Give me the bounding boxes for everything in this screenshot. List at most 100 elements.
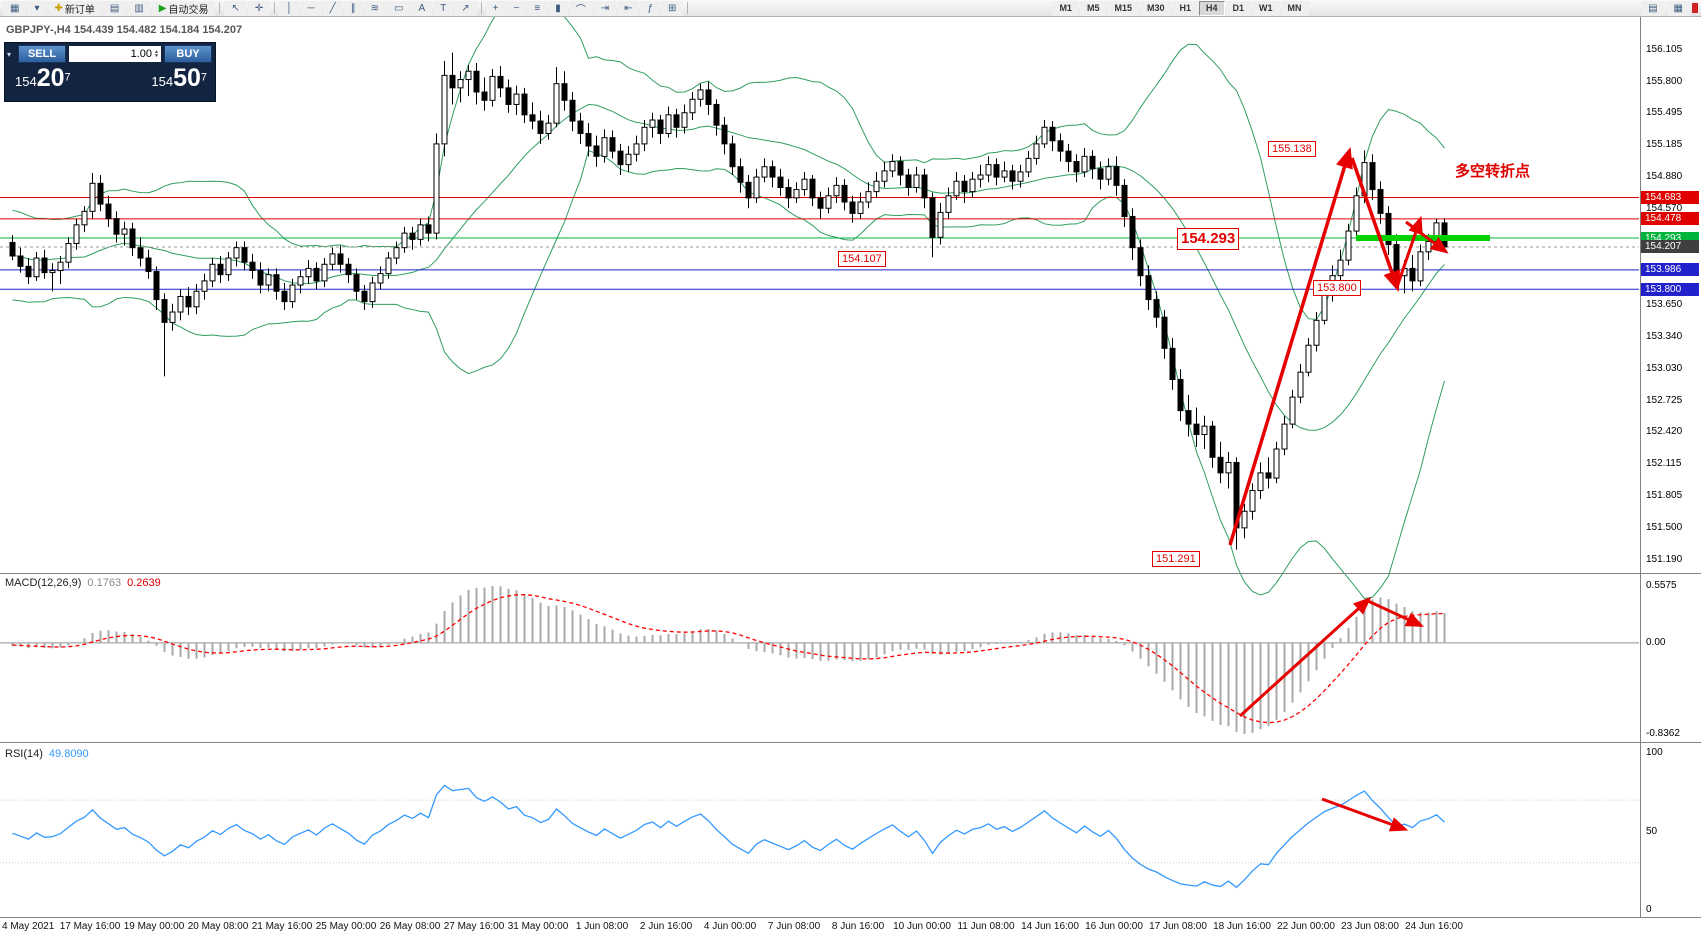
- price-axis-label: 152.115: [1646, 458, 1682, 470]
- timeframe-m15[interactable]: M15: [1107, 0, 1139, 16]
- timeframe-mn[interactable]: MN: [1280, 0, 1309, 16]
- rsi-axis-max: 100: [1646, 747, 1663, 758]
- rsi-value: 49.8090: [48, 748, 89, 760]
- timeframe-group: M1 M5 M15 M30 H1 H4 D1 W1 MN: [1052, 0, 1309, 16]
- price-axis-label: 156.105: [1646, 43, 1683, 55]
- time-axis-label: 23 Jun 08:00: [1341, 921, 1399, 932]
- rsi-indicator-label: RSI(14) 49.8090: [5, 748, 89, 760]
- price-annotation[interactable]: 154.107: [838, 251, 886, 268]
- time-axis-label: 17 Jun 08:00: [1149, 921, 1207, 932]
- axis-price-box: 154.683: [1641, 191, 1699, 205]
- time-axis-label: 17 May 16:00: [59, 921, 121, 932]
- templates-icon[interactable]: ⊞: [661, 0, 684, 16]
- toolbar-right-group: ▤ ▦: [1641, 0, 1698, 16]
- timeframe-w1[interactable]: W1: [1252, 0, 1280, 16]
- window-tile-icon[interactable]: ▦: [1666, 0, 1690, 16]
- chart-shift-icon[interactable]: ⇤: [617, 0, 640, 16]
- price-annotation[interactable]: 151.291: [1152, 551, 1200, 568]
- volume-spinner-icon[interactable]: ▲ ▼: [154, 49, 159, 59]
- cursor-icon[interactable]: ↖: [224, 0, 247, 16]
- macd-indicator-label: MACD(12,26,9) 0.1763 0.2639: [5, 577, 161, 589]
- toolbar: ▦ ▾ ✚ 新订单 ▤ ▥ ▶ 自动交易 ↖ ✛ │ ─ ╱ ∥ ≋ ▭ A T ↗ + − ≡ ▮ ⌒ ⇥ ⇤ ƒ ⊞ M1 M5 M15…: [0, 0, 1701, 17]
- toolbar-separator: [219, 2, 221, 14]
- time-axis-label: 4 Jun 00:00: [703, 921, 757, 932]
- buy-button[interactable]: BUY: [164, 45, 212, 63]
- timeframe-h4[interactable]: H4: [1199, 0, 1225, 16]
- price-annotation[interactable]: 153.800: [1313, 280, 1361, 297]
- arrows-icon[interactable]: ↗: [454, 0, 477, 16]
- vertical-line-icon[interactable]: │: [279, 0, 300, 16]
- time-axis-label: 11 Jun 08:00: [957, 921, 1015, 932]
- chart-window-icon[interactable]: ▦: [3, 0, 27, 16]
- text-icon[interactable]: A: [411, 0, 433, 16]
- market-watch-icon[interactable]: ▥: [127, 0, 151, 16]
- macd-name: MACD(12,26,9): [5, 577, 82, 589]
- channel-icon[interactable]: ∥: [343, 0, 363, 16]
- price-axis-label: 155.185: [1646, 139, 1683, 151]
- one-click-trading-panel: ▾ SELL 1.00 ▲ ▼ BUY 154207 154507: [4, 42, 216, 102]
- macd-axis-zero: 0.00: [1646, 636, 1666, 648]
- timeframe-d1[interactable]: D1: [1225, 0, 1252, 16]
- time-axis-label: 20 May 08:00: [187, 921, 249, 932]
- auto-scroll-icon[interactable]: ⇥: [593, 0, 617, 16]
- new-order-button[interactable]: ✚ 新订单: [47, 0, 102, 16]
- volume-value: 1.00: [130, 48, 153, 60]
- zoom-out-icon[interactable]: −: [506, 0, 527, 16]
- rsi-name: RSI(14): [5, 748, 43, 760]
- price-axis-label: 151.805: [1646, 490, 1683, 502]
- chinese-note-label[interactable]: 多空转折点: [1455, 163, 1531, 180]
- chart-dropdown-icon[interactable]: ▾: [27, 0, 47, 16]
- macd-axis-max: 0.5575: [1646, 580, 1677, 591]
- price-annotation[interactable]: 155.138: [1268, 141, 1316, 158]
- timeframe-m30[interactable]: M30: [1139, 0, 1172, 16]
- time-axis-label: 27 May 16:00: [443, 921, 505, 932]
- crosshair-icon[interactable]: ✛: [247, 0, 271, 16]
- chart-symbol-title: GBPJPY-,H4 154.439 154.482 154.184 154.2…: [6, 24, 243, 36]
- time-axis-label: 21 May 16:00: [251, 921, 313, 932]
- price-axis-label: 152.420: [1646, 426, 1683, 438]
- timeframe-m5[interactable]: M5: [1079, 0, 1107, 16]
- candle-chart-icon[interactable]: ▮: [548, 0, 568, 16]
- trendline-icon[interactable]: ╱: [322, 0, 343, 16]
- price-axis-label: 154.880: [1646, 171, 1683, 183]
- volume-field[interactable]: 1.00 ▲ ▼: [69, 46, 161, 62]
- timeframe-m1[interactable]: M1: [1052, 0, 1079, 16]
- horizontal-line-icon[interactable]: ─: [300, 0, 322, 16]
- time-axis-label: 24 Jun 16:00: [1405, 921, 1463, 932]
- fibonacci-icon[interactable]: ≋: [363, 0, 387, 16]
- time-axis-label: 18 Jun 16:00: [1213, 921, 1271, 932]
- profiles-icon[interactable]: ▤: [102, 0, 127, 16]
- price-axis-label: 153.340: [1646, 330, 1683, 342]
- indicators-icon[interactable]: ƒ: [640, 0, 661, 16]
- price-axis-label: 155.800: [1646, 75, 1683, 87]
- price-annotation[interactable]: 154.293: [1177, 228, 1240, 250]
- rsi-axis-mid: 50: [1646, 825, 1658, 837]
- label-icon[interactable]: T: [433, 0, 454, 16]
- trade-panel-collapse-icon[interactable]: ▾: [7, 49, 12, 59]
- time-axis-label: 31 May 00:00: [507, 921, 569, 932]
- zoom-in-icon[interactable]: +: [485, 0, 506, 16]
- time-axis-label: 1 Jun 08:00: [575, 921, 629, 932]
- shapes-icon[interactable]: ▭: [387, 0, 411, 16]
- axis-price-box: 153.986: [1641, 263, 1699, 277]
- time-axis-label: 19 May 00:00: [123, 921, 185, 932]
- macd-value-1: 0.1763: [87, 577, 122, 589]
- timeframe-h1[interactable]: H1: [1172, 0, 1199, 16]
- time-axis-label: 2 Jun 16:00: [639, 921, 693, 932]
- axis-price-box: 154.478: [1641, 212, 1699, 226]
- bar-chart-icon[interactable]: ≡: [527, 0, 548, 16]
- price-axis-label: 153.650: [1646, 298, 1683, 310]
- window-cascade-icon[interactable]: ▤: [1641, 0, 1665, 16]
- price-axis-label: 151.190: [1646, 554, 1683, 566]
- price-axis-label: 155.495: [1646, 107, 1683, 119]
- buy-price[interactable]: 154507: [151, 64, 207, 92]
- price-axis-label: 153.030: [1646, 363, 1683, 375]
- sell-price[interactable]: 154207: [15, 64, 71, 92]
- time-axis-label: 22 Jun 00:00: [1277, 921, 1335, 932]
- line-chart-icon[interactable]: ⌒: [568, 0, 593, 16]
- sell-button[interactable]: SELL: [18, 45, 66, 63]
- toolbar-separator: [274, 2, 276, 14]
- autotrade-button[interactable]: ▶ 自动交易: [151, 0, 216, 16]
